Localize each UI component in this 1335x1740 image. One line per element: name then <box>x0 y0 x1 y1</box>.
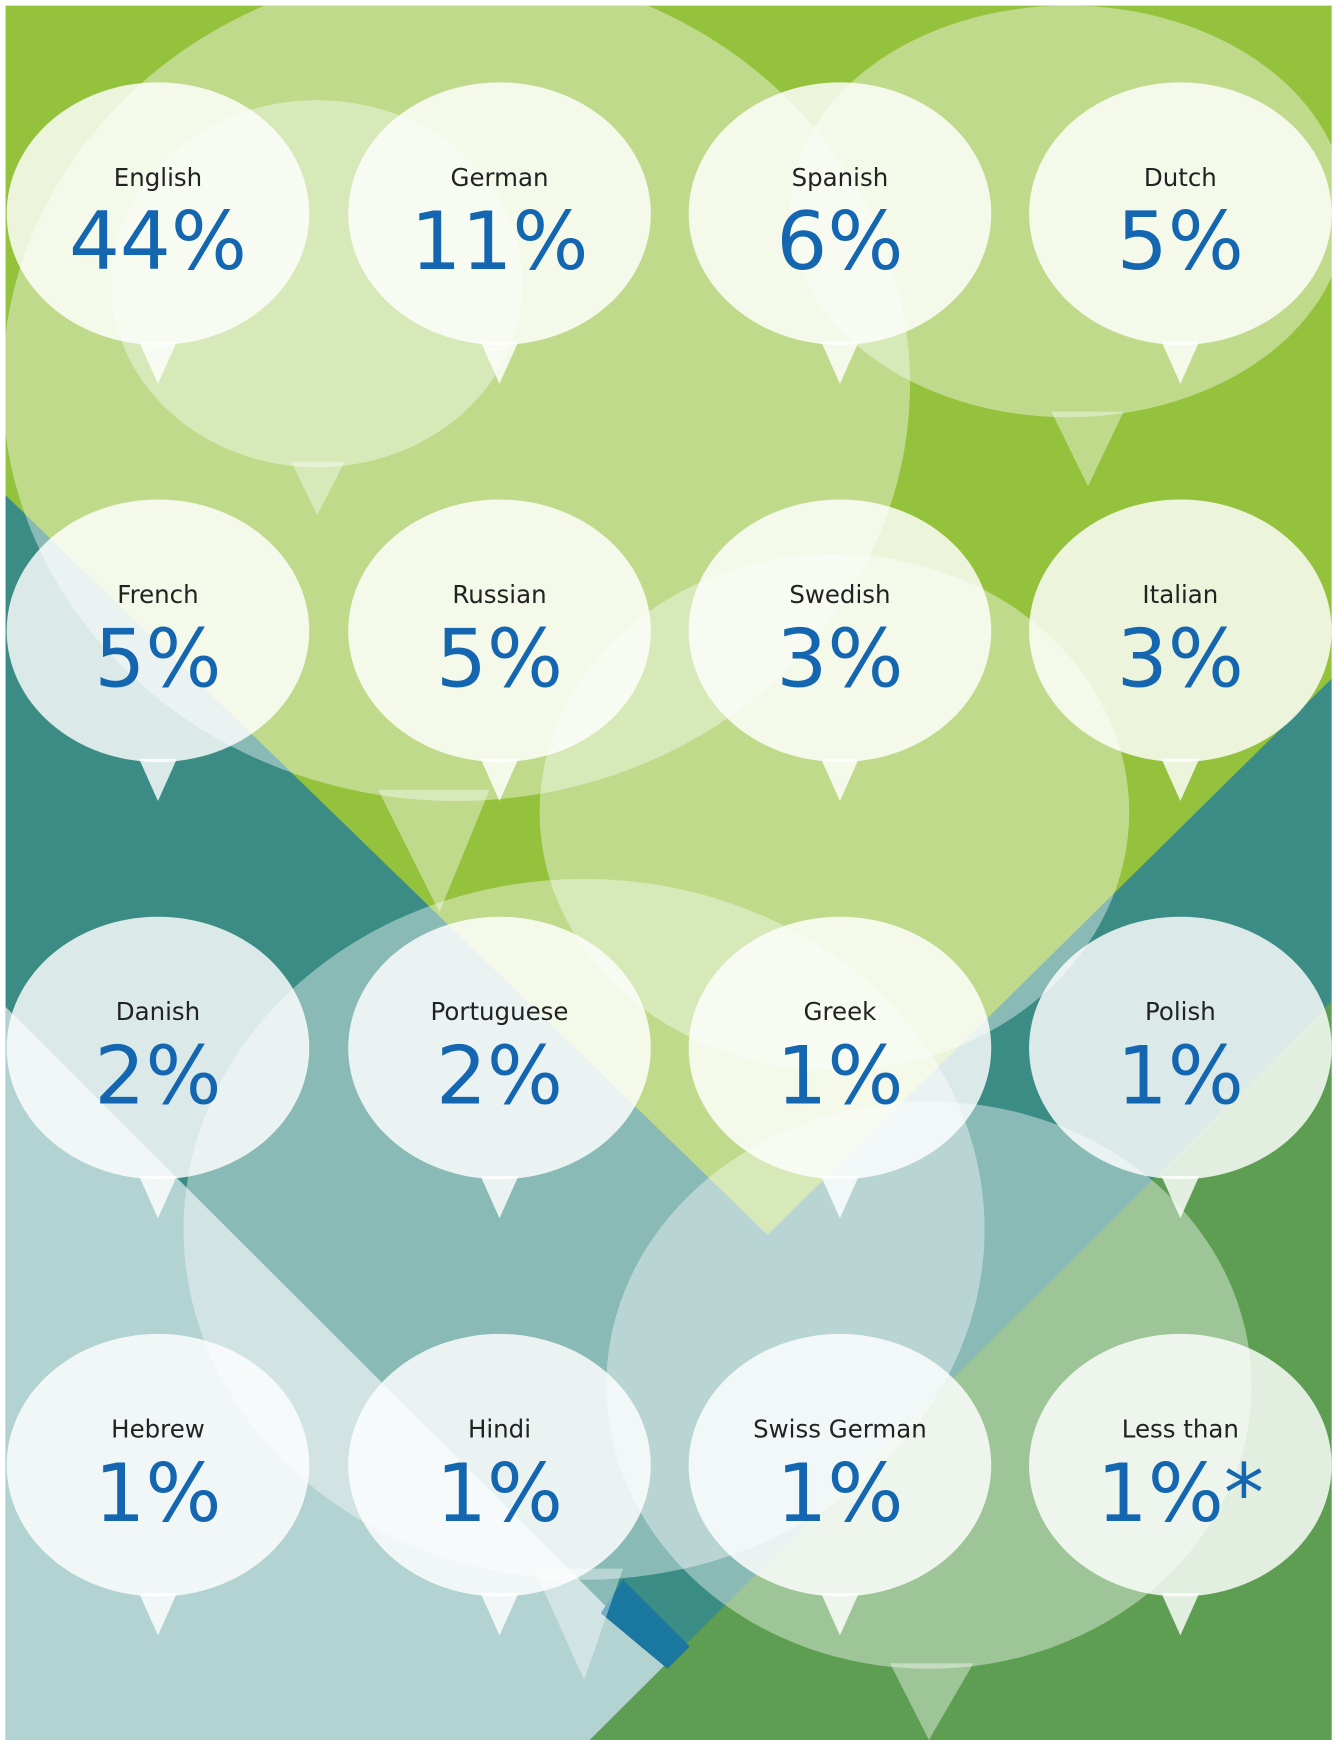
percentage: 1% <box>94 1447 221 1540</box>
language-label: French <box>117 580 198 609</box>
percentage: 1% <box>776 1447 903 1540</box>
language-label: Italian <box>1142 580 1218 609</box>
percentage: 1% <box>436 1447 563 1540</box>
language-label: Hindi <box>468 1414 531 1443</box>
language-label: Greek <box>804 997 878 1026</box>
language-label: Danish <box>116 997 200 1026</box>
percentage: 5% <box>1117 195 1244 288</box>
language-label: Dutch <box>1144 163 1217 192</box>
percentage: 5% <box>94 612 221 705</box>
percentage: 1% <box>1117 1030 1244 1123</box>
percentage: 44% <box>69 195 247 288</box>
language-label: Portuguese <box>431 997 569 1026</box>
percentage: 2% <box>94 1030 221 1123</box>
language-label: Spanish <box>792 163 889 192</box>
language-label: Hebrew <box>111 1414 205 1443</box>
language-label: English <box>114 163 202 192</box>
language-label: Swiss German <box>753 1414 927 1443</box>
percentage: 1%* <box>1097 1447 1264 1540</box>
language-label: Less than <box>1122 1414 1239 1443</box>
language-label: Russian <box>452 580 546 609</box>
percentage: 3% <box>1117 612 1244 705</box>
percentage: 5% <box>436 612 563 705</box>
percentage: 1% <box>776 1030 903 1123</box>
language-label: Polish <box>1145 997 1216 1026</box>
percentage: 3% <box>776 612 903 705</box>
language-label: Swedish <box>789 580 890 609</box>
infographic: English 44% German 11% Spanish 6% Dutch 5% Frenc… <box>0 0 1335 1740</box>
page: English 44% German 11% Spanish 6% Dutch 5% Frenc… <box>0 0 1335 1740</box>
percentage: 11% <box>410 195 588 288</box>
percentage: 2% <box>436 1030 563 1123</box>
percentage: 6% <box>776 195 903 288</box>
language-label: German <box>451 163 549 192</box>
